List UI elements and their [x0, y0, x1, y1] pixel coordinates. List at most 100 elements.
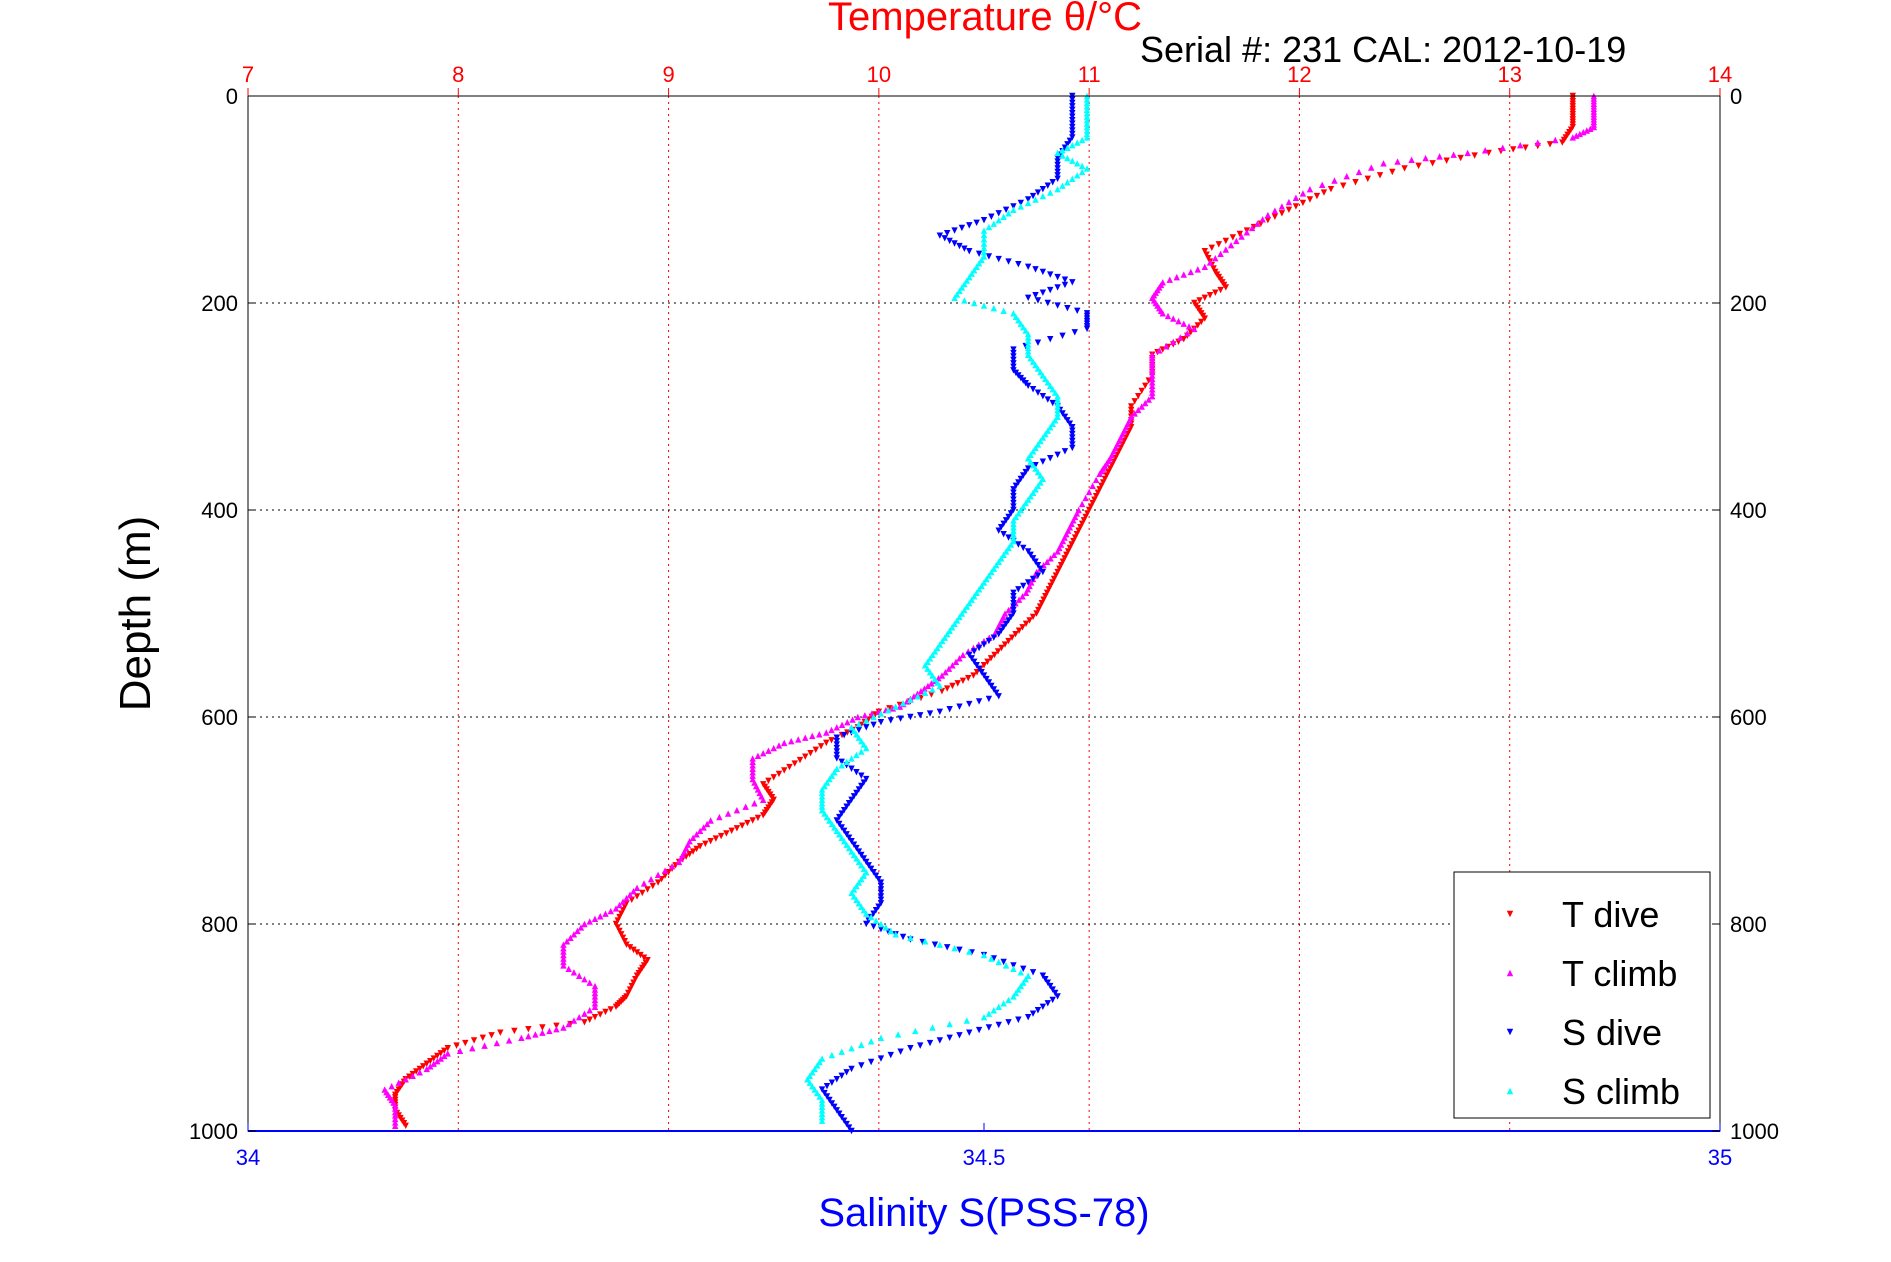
data-point: [434, 1052, 441, 1060]
data-point: [1010, 486, 1017, 493]
data-point: [858, 748, 865, 755]
data-point: [855, 726, 863, 734]
data-point: [1019, 593, 1026, 600]
data-point: [1047, 424, 1054, 431]
salinity-tick-label: 34.5: [963, 1145, 1006, 1170]
data-point: [1087, 503, 1095, 510]
data-point: [586, 979, 593, 986]
data-point: [973, 263, 980, 270]
data-point: [1054, 451, 1061, 458]
data-point: [1054, 154, 1061, 162]
data-point: [1142, 399, 1149, 407]
data-point: [855, 734, 863, 741]
data-point: [1049, 179, 1056, 186]
series-s-climb: [804, 92, 1091, 1124]
data-point: [1005, 637, 1012, 645]
data-point: [733, 806, 741, 814]
data-point: [1098, 482, 1105, 490]
data-point: [1038, 599, 1046, 607]
data-point: [983, 675, 990, 683]
data-point: [581, 976, 588, 983]
data-point: [855, 858, 863, 866]
data-point: [1180, 336, 1187, 343]
data-point: [505, 1037, 513, 1044]
data-point: [877, 1055, 885, 1062]
data-point: [863, 910, 870, 917]
data-point: [1027, 458, 1034, 465]
data-point: [427, 1063, 434, 1070]
data-point: [602, 910, 609, 917]
salinity-tick-label: 34: [236, 1145, 260, 1170]
data-point: [1408, 156, 1415, 164]
data-point: [430, 1060, 437, 1067]
data-point: [844, 718, 851, 726]
data-point: [668, 863, 676, 870]
temperature-tick-label: 10: [867, 62, 891, 87]
data-point: [877, 900, 885, 907]
data-point: [863, 744, 870, 752]
data-point: [765, 777, 772, 785]
data-point: [823, 729, 830, 736]
data-point: [975, 665, 983, 672]
data-point: [1037, 479, 1044, 486]
data-point: [1039, 372, 1047, 379]
data-point: [1012, 513, 1020, 521]
data-point: [597, 1011, 604, 1018]
data-point: [1236, 230, 1244, 238]
data-point: [929, 1024, 936, 1031]
data-point: [975, 644, 983, 652]
data-point: [1019, 624, 1026, 631]
data-point: [961, 297, 968, 304]
chart-subtitle: Serial #: 231 CAL: 2012-10-19: [1140, 29, 1626, 70]
depth-tick-label-right: 0: [1730, 84, 1742, 109]
data-point: [877, 718, 885, 726]
data-point: [1010, 356, 1017, 364]
data-point: [1583, 127, 1591, 134]
data-point: [968, 596, 975, 603]
data-point: [1089, 482, 1096, 490]
data-point: [607, 1006, 614, 1013]
data-point: [1010, 349, 1017, 357]
data-point: [696, 827, 704, 835]
data-point: [696, 843, 704, 850]
data-point: [733, 825, 741, 832]
data-point: [1044, 427, 1051, 434]
data-point: [990, 565, 998, 572]
data-point: [929, 672, 936, 679]
data-point: [1051, 989, 1059, 997]
data-point: [924, 665, 931, 672]
data-point: [823, 779, 831, 786]
data-point: [1069, 110, 1076, 117]
data-point: [1436, 153, 1443, 160]
grid-lines: [248, 96, 1720, 1131]
data-point: [1032, 465, 1039, 472]
data-point: [984, 658, 991, 665]
data-point: [1149, 358, 1156, 365]
data-point: [882, 924, 890, 931]
data-point: [1034, 297, 1042, 304]
data-point: [1099, 479, 1107, 486]
data-point: [823, 1093, 831, 1100]
data-point: [1085, 488, 1093, 496]
data-point: [1054, 172, 1061, 179]
data-point: [1069, 424, 1076, 431]
data-point: [1037, 565, 1044, 572]
data-point: [953, 617, 961, 624]
data-point: [1024, 330, 1032, 338]
data-point: [802, 753, 809, 760]
data-point: [1005, 1019, 1012, 1026]
data-point: [630, 888, 637, 895]
data-point: [539, 1029, 546, 1036]
data-point: [1015, 541, 1022, 548]
data-point: [1064, 417, 1071, 424]
data-point: [796, 756, 804, 764]
data-point: [1024, 294, 1032, 302]
data-point: [985, 1010, 993, 1017]
data-point: [860, 872, 867, 879]
data-point: [875, 903, 882, 910]
data-point: [1020, 544, 1027, 552]
data-point: [1443, 157, 1450, 164]
data-point: [712, 835, 720, 842]
data-point: [1010, 353, 1017, 360]
data-point: [493, 1039, 501, 1047]
